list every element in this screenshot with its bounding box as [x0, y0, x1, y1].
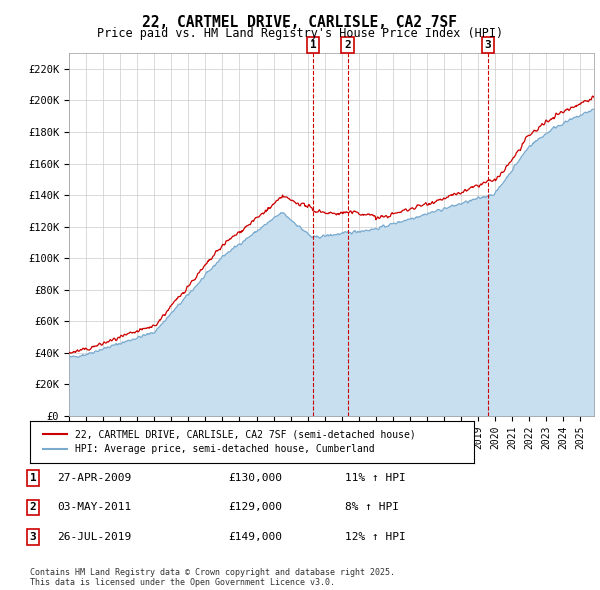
Text: 12% ↑ HPI: 12% ↑ HPI: [345, 532, 406, 542]
Text: Contains HM Land Registry data © Crown copyright and database right 2025.
This d: Contains HM Land Registry data © Crown c…: [30, 568, 395, 587]
Text: 22, CARTMEL DRIVE, CARLISLE, CA2 7SF: 22, CARTMEL DRIVE, CARLISLE, CA2 7SF: [143, 15, 458, 30]
Text: £149,000: £149,000: [228, 532, 282, 542]
Text: 27-APR-2009: 27-APR-2009: [57, 473, 131, 483]
Text: £130,000: £130,000: [228, 473, 282, 483]
Text: 11% ↑ HPI: 11% ↑ HPI: [345, 473, 406, 483]
Text: 03-MAY-2011: 03-MAY-2011: [57, 503, 131, 512]
Text: 1: 1: [310, 40, 316, 50]
Text: £129,000: £129,000: [228, 503, 282, 512]
Text: 3: 3: [484, 40, 491, 50]
Text: Price paid vs. HM Land Registry's House Price Index (HPI): Price paid vs. HM Land Registry's House …: [97, 27, 503, 40]
Text: 8% ↑ HPI: 8% ↑ HPI: [345, 503, 399, 512]
Legend: 22, CARTMEL DRIVE, CARLISLE, CA2 7SF (semi-detached house), HPI: Average price, : 22, CARTMEL DRIVE, CARLISLE, CA2 7SF (se…: [40, 425, 420, 458]
Text: 3: 3: [29, 532, 37, 542]
Text: 2: 2: [344, 40, 351, 50]
Text: 2: 2: [29, 503, 37, 512]
Text: 1: 1: [29, 473, 37, 483]
Text: 26-JUL-2019: 26-JUL-2019: [57, 532, 131, 542]
